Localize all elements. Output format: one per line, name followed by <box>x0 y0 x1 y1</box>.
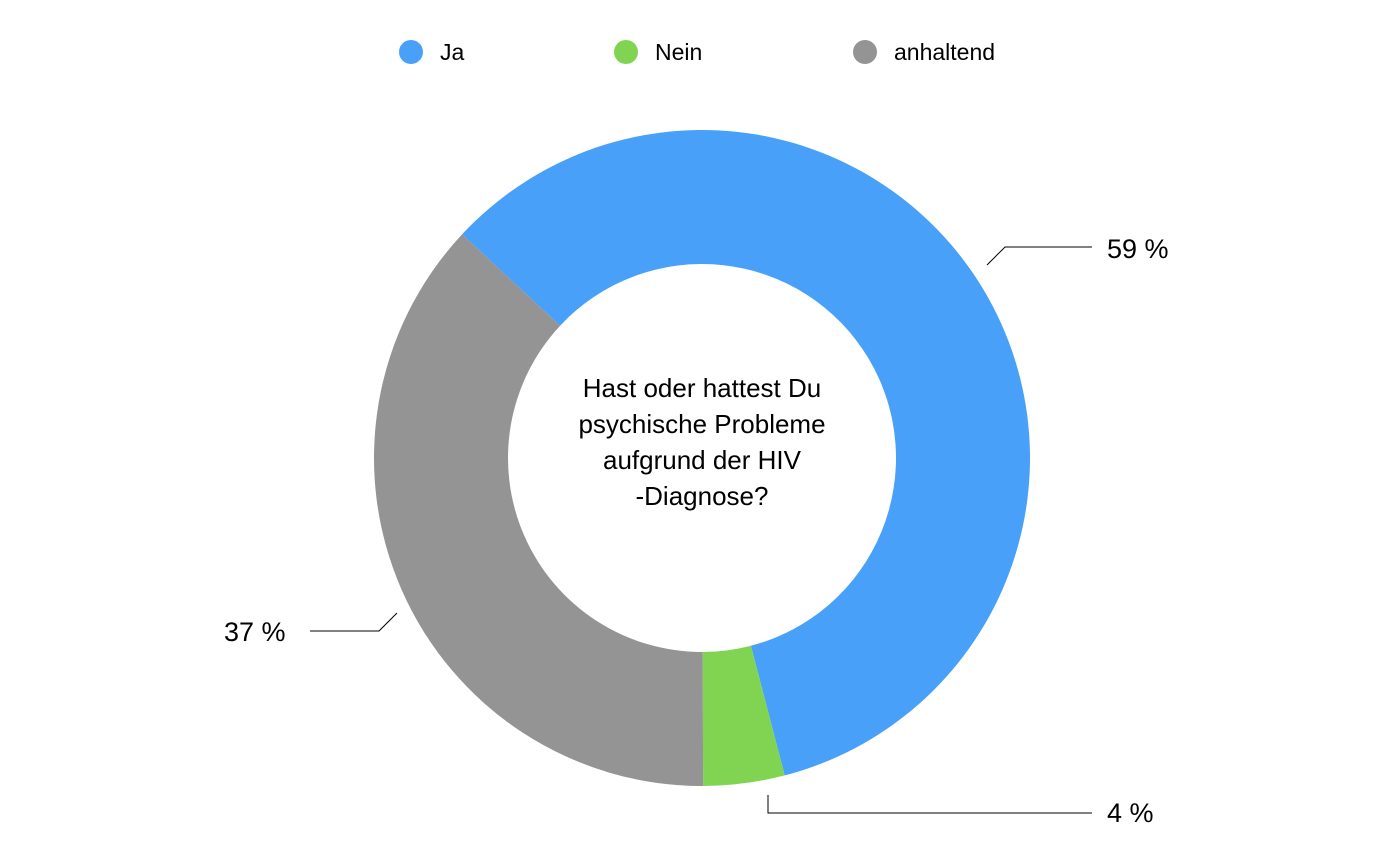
legend-swatch-nein <box>614 40 638 64</box>
data-label-nein: 4 % <box>1107 798 1154 828</box>
legend-item-anhaltend[interactable]: anhaltend <box>853 36 995 68</box>
legend-label-ja: Ja <box>440 39 465 65</box>
data-label-ja: 59 % <box>1107 234 1169 264</box>
leader-lines <box>310 246 1092 814</box>
donut-slices <box>374 129 1031 786</box>
leader-line-anhaltend <box>310 612 398 632</box>
legend-label-nein: Nein <box>655 39 703 65</box>
leader-line-nein <box>767 795 1092 814</box>
slice-ja[interactable] <box>462 129 1031 776</box>
legend-item-ja[interactable]: Ja <box>399 36 464 68</box>
legend-swatch-anhaltend <box>853 40 877 64</box>
legend-label-anhaltend: anhaltend <box>894 39 996 65</box>
chart-title-line-1: Hast oder hattest Du <box>582 373 822 403</box>
data-label-anhaltend: 37 % <box>224 617 286 647</box>
legend-swatch-ja <box>399 40 423 64</box>
chart-title: Hast oder hattest Du psychische Probleme… <box>526 370 878 514</box>
chart-title-line-2: psychische Probleme <box>578 409 826 439</box>
leader-line-ja <box>986 246 1092 266</box>
legend-item-nein[interactable]: Nein <box>614 36 702 68</box>
slice-anhaltend[interactable] <box>374 234 704 786</box>
slice-nein[interactable] <box>702 645 785 786</box>
chart-title-line-3: aufgrund der HIV <box>602 445 801 475</box>
chart-title-line-4: -Diagnose? <box>635 481 769 511</box>
